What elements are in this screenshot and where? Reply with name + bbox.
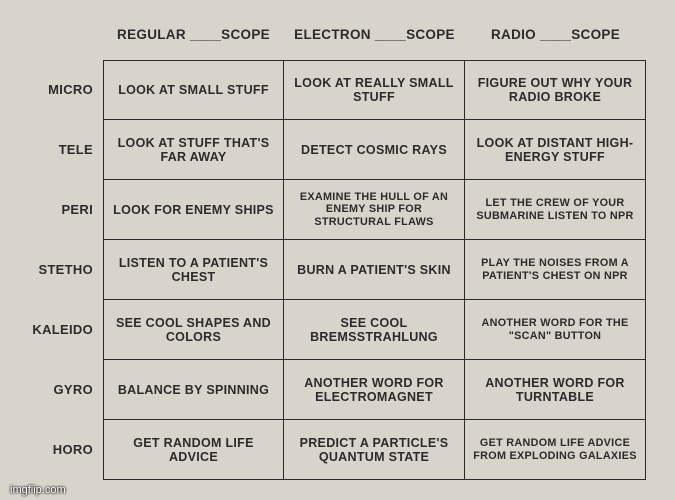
table-cell: FIGURE OUT WHY YOUR RADIO BROKE (465, 60, 646, 120)
table-cell: LOOK AT REALLY SMALL STUFF (284, 60, 465, 120)
row-header: KALEIDO (29, 300, 103, 360)
row-header: HORO (29, 420, 103, 480)
table-cell: PREDICT A PARTICLE'S QUANTUM STATE (284, 420, 465, 480)
table-cell: PLAY THE NOISES FROM A PATIENT'S CHEST O… (465, 240, 646, 300)
row-header: GYRO (29, 360, 103, 420)
table-cell: ANOTHER WORD FOR THE "SCAN" BUTTON (465, 300, 646, 360)
col-header-radio: RADIO ____SCOPE (465, 10, 646, 60)
col-header-electron: ELECTRON ____SCOPE (284, 10, 465, 60)
table-cell: LOOK AT DISTANT HIGH-ENERGY STUFF (465, 120, 646, 180)
table-cell: SEE COOL BREMSSTRAHLUNG (284, 300, 465, 360)
row-header: STETHO (29, 240, 103, 300)
table-cell: DETECT COSMIC RAYS (284, 120, 465, 180)
table-cell: ANOTHER WORD FOR TURNTABLE (465, 360, 646, 420)
table-cell: LISTEN TO A PATIENT'S CHEST (103, 240, 284, 300)
watermark: imgflip.com (10, 484, 66, 496)
table-cell: EXAMINE THE HULL OF AN ENEMY SHIP FOR ST… (284, 180, 465, 240)
table-cell: LOOK AT STUFF THAT'S FAR AWAY (103, 120, 284, 180)
row-header: TELE (29, 120, 103, 180)
table-cell: BALANCE BY SPINNING (103, 360, 284, 420)
row-header: PERI (29, 180, 103, 240)
table-cell: SEE COOL SHAPES AND COLORS (103, 300, 284, 360)
table-cell: GET RANDOM LIFE ADVICE FROM EXPLODING GA… (465, 420, 646, 480)
table-cell: ANOTHER WORD FOR ELECTROMAGNET (284, 360, 465, 420)
scope-table: REGULAR ____SCOPE ELECTRON ____SCOPE RAD… (29, 10, 646, 480)
table-cell: GET RANDOM LIFE ADVICE (103, 420, 284, 480)
table-cell: LET THE CREW OF YOUR SUBMARINE LISTEN TO… (465, 180, 646, 240)
table-cell: BURN A PATIENT'S SKIN (284, 240, 465, 300)
table-cell: LOOK AT SMALL STUFF (103, 60, 284, 120)
table-cell: LOOK FOR ENEMY SHIPS (103, 180, 284, 240)
col-header-regular: REGULAR ____SCOPE (103, 10, 284, 60)
corner-blank (29, 10, 103, 60)
row-header: MICRO (29, 60, 103, 120)
